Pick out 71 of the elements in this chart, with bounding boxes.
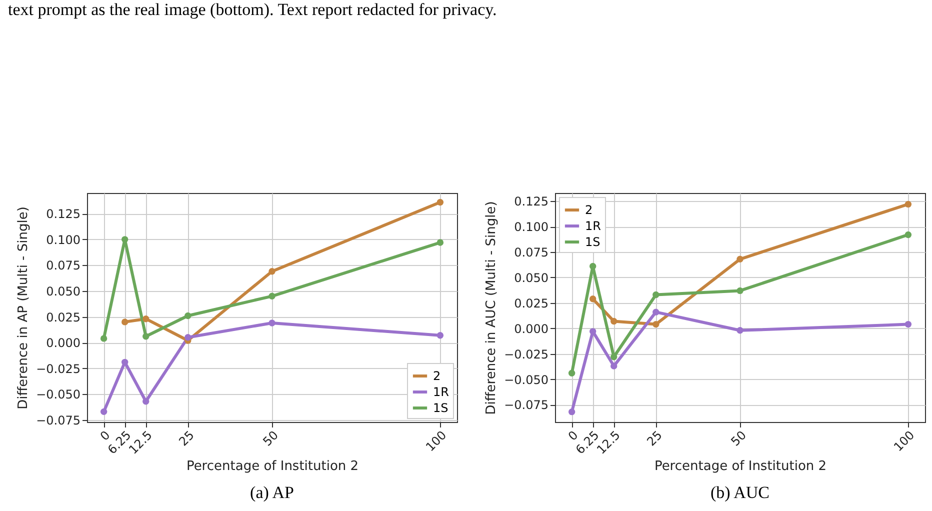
point (121, 318, 128, 326)
y-tick-label: 0.025 (46, 310, 80, 324)
point (904, 231, 912, 238)
legend-label: 1S (433, 401, 448, 415)
point (736, 327, 744, 334)
x-tick-label: 50 (728, 428, 749, 449)
point (100, 335, 108, 342)
point (589, 296, 596, 302)
point (436, 332, 444, 339)
point (568, 370, 576, 376)
y-tick-label: 0.050 (46, 284, 80, 298)
point (184, 312, 192, 320)
point (268, 320, 276, 326)
point (652, 291, 660, 298)
point (568, 408, 576, 416)
x-axis-title: Percentage of Institution 2 (186, 459, 359, 474)
y-tick-label: 0.025 (514, 296, 548, 310)
y-tick-label: −0.050 (36, 388, 80, 402)
y-tick-label: 0.000 (46, 336, 80, 350)
point (610, 318, 618, 325)
y-tick-label: −0.075 (504, 398, 548, 412)
x-tick-label: 0 (98, 428, 113, 444)
legend-label: 2 (433, 369, 441, 383)
y-tick-label: 0.125 (514, 194, 548, 209)
point (121, 236, 128, 243)
point (436, 239, 444, 246)
text: (a) AP (249, 483, 295, 503)
point (142, 398, 150, 405)
y-tick-label: −0.025 (36, 362, 80, 376)
y-tick-label: −0.050 (504, 372, 548, 387)
point (736, 256, 744, 263)
legend-label: 1R (585, 219, 601, 233)
legend-label: 1S (585, 235, 600, 249)
point (184, 334, 192, 341)
text: text prompt as the real image (bottom). Text report redacted for privacy. (8, 0, 497, 20)
y-tick-label: 0.050 (514, 270, 548, 285)
y-tick-label: 0.100 (514, 220, 548, 234)
point (736, 287, 744, 294)
x-tick-label: 100 (423, 428, 450, 454)
x-tick-label: 50 (260, 428, 281, 449)
y-tick-label: −0.025 (504, 347, 548, 362)
x-tick-label: 0 (566, 428, 581, 444)
y-axis-title: Difference in AUC (Multi - Single) (484, 201, 500, 415)
y-tick-label: 0.000 (514, 322, 548, 336)
y-tick-label: 0.100 (46, 232, 80, 247)
y-tick-label: 0.075 (514, 246, 548, 260)
point (904, 200, 912, 208)
legend-label: 2 (585, 203, 593, 217)
point (589, 328, 596, 335)
point (652, 308, 660, 316)
point (610, 362, 618, 370)
point (268, 292, 276, 300)
point (142, 333, 150, 340)
point (100, 408, 108, 416)
point (436, 198, 444, 206)
point (142, 316, 150, 322)
text: (b) AUC (709, 483, 771, 503)
x-tick-label: 25 (644, 428, 665, 449)
y-tick-label: −0.075 (36, 413, 80, 428)
point (268, 268, 276, 275)
x-tick-label: 100 (891, 428, 918, 454)
point (904, 320, 912, 328)
point (610, 354, 618, 360)
point (589, 262, 596, 270)
x-axis-title: Percentage of Institution 2 (654, 459, 827, 474)
y-tick-label: 0.125 (46, 207, 80, 222)
y-axis-title: Difference in AP (Multi - Single) (16, 206, 32, 410)
y-tick-label: 0.075 (46, 258, 80, 273)
x-tick-label: 25 (176, 428, 197, 449)
legend-label: 1R (433, 385, 449, 399)
point (652, 320, 660, 328)
